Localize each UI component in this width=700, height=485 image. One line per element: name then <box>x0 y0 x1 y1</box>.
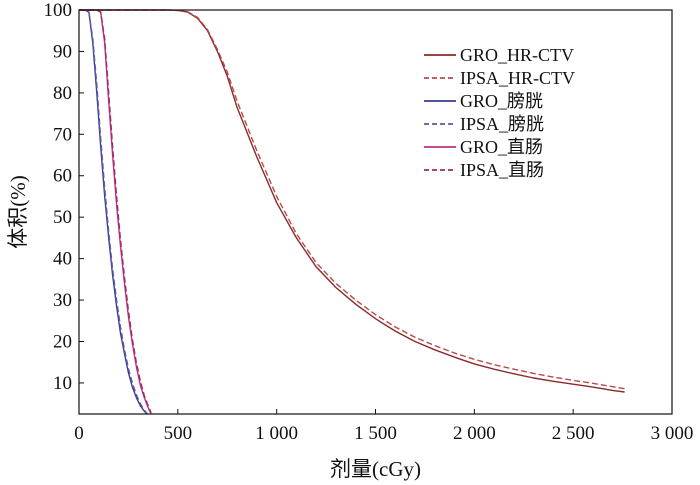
plot-frame <box>78 9 673 415</box>
y-tick-label: 20 <box>53 331 72 352</box>
legend-label-0: GRO_HR-CTV <box>460 45 574 65</box>
y-tick-label: 10 <box>53 373 72 394</box>
x-tick-label: 500 <box>164 423 193 444</box>
legend-label-3: IPSA_膀胱 <box>460 114 544 134</box>
legend-label-4: GRO_直肠 <box>460 137 543 157</box>
y-tick-label: 80 <box>53 83 72 104</box>
series-line-3 <box>79 9 148 414</box>
y-axis-title: 体积(%) <box>6 175 30 248</box>
legend-label-1: IPSA_HR-CTV <box>460 68 575 88</box>
x-tick-label: 1 000 <box>255 423 298 444</box>
x-ticks: 0 500 1 000 1 500 2 000 2 500 3 000 <box>74 409 693 444</box>
series-line-4 <box>79 9 152 414</box>
y-tick-label: 40 <box>53 249 72 270</box>
series-line-2 <box>79 9 148 414</box>
legend: GRO_HR-CTV IPSA_HR-CTV GRO_膀胱 IPSA_膀胱 GRO_直肠… <box>424 45 575 180</box>
y-tick-label: 30 <box>53 290 72 311</box>
legend-label-5: IPSA_直肠 <box>460 160 544 180</box>
series-line-1 <box>79 9 625 390</box>
y-tick-label: 100 <box>44 0 73 21</box>
y-tick-label: 50 <box>53 207 72 228</box>
y-tick-label: 70 <box>53 124 72 145</box>
y-ticks: 10 20 30 40 50 60 70 80 90 100 <box>44 0 84 394</box>
x-tick-label: 2 500 <box>552 423 595 444</box>
x-axis-title: 剂量(cGy) <box>330 457 421 481</box>
y-tick-label: 90 <box>53 41 72 62</box>
series-line-5 <box>79 9 152 414</box>
x-tick-label: 3 000 <box>651 423 694 444</box>
x-tick-label: 1 500 <box>354 423 397 444</box>
legend-label-2: GRO_膀胱 <box>460 91 543 111</box>
y-tick-label: 60 <box>53 166 72 187</box>
x-tick-label: 2 000 <box>453 423 496 444</box>
x-tick-label: 0 <box>74 423 84 444</box>
series-layer <box>79 9 625 414</box>
axes <box>78 9 673 415</box>
